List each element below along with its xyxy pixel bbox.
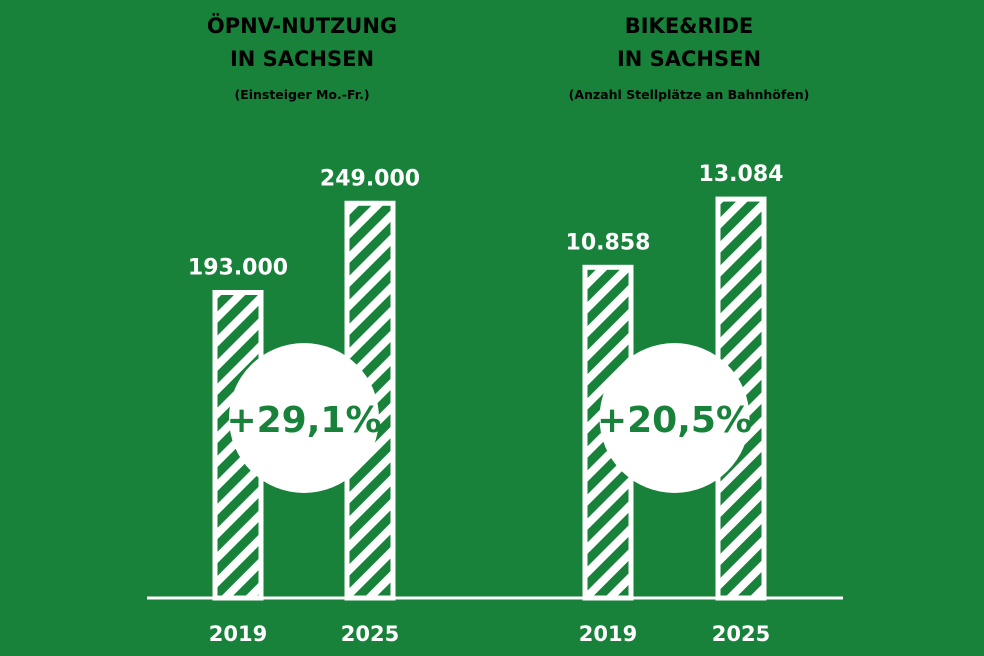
chart-2-category-label-2025: 2025 <box>712 622 770 646</box>
chart-2-category-label-2019: 2019 <box>579 622 637 646</box>
chart-1-title: ÖPNV-NUTZUNG <box>207 13 397 38</box>
chart-2-value-label-2019: 10.858 <box>566 230 651 255</box>
chart-1-title-line2: IN SACHSEN <box>230 47 374 71</box>
chart-1-value-label-2019: 193.000 <box>188 255 288 280</box>
chart-2-title: BIKE&RIDE <box>625 14 754 38</box>
chart-marks: 193.000 2019 249.000 2025 +29,1% 10.858 2019 13… <box>188 162 784 646</box>
chart-2-value-label-2025: 13.084 <box>699 162 784 187</box>
chart-1-change-label: +29,1% <box>226 400 381 441</box>
chart-2-change-label: +20,5% <box>597 400 752 441</box>
chart-2-title-line2: IN SACHSEN <box>617 47 761 71</box>
chart-1-category-label-2019: 2019 <box>209 622 267 646</box>
chart-2-subtitle: (Anzahl Stellplätze an Bahnhöfen) <box>569 87 810 102</box>
chart-2-change-circle <box>599 343 750 493</box>
chart-1-change-circle <box>229 343 379 493</box>
chart-1-value-label-2025: 249.000 <box>320 166 420 191</box>
chart-1-category-label-2025: 2025 <box>341 622 399 646</box>
chart-1-subtitle: (Einsteiger Mo.-Fr.) <box>234 87 369 102</box>
